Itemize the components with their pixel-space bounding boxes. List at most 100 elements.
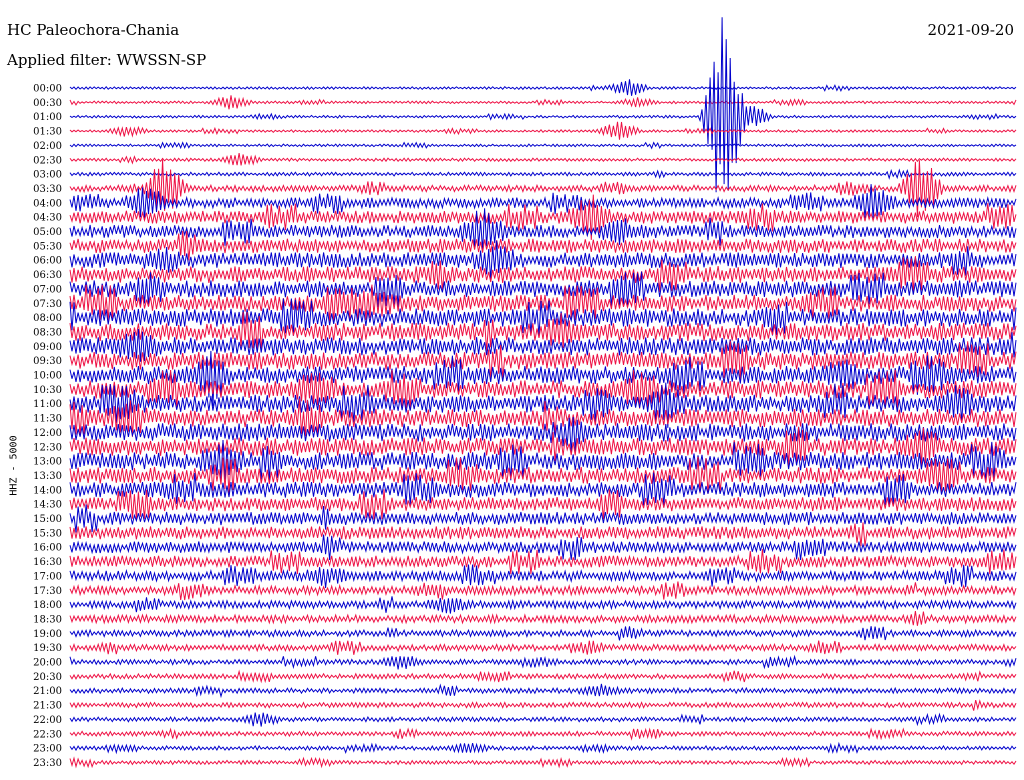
- row-time-label: 05:00: [33, 227, 62, 238]
- trace-row: [69, 369, 1017, 410]
- station-title: HC Paleochora-Chania: [7, 21, 180, 39]
- trace-row: [69, 564, 1017, 589]
- row-time-label: 01:30: [33, 127, 62, 138]
- trace-row: [69, 640, 1017, 655]
- row-time-label: 14:30: [33, 500, 62, 511]
- trace-row: [69, 522, 1017, 547]
- row-time-label: 16:00: [33, 543, 62, 554]
- row-time-label: 21:30: [33, 701, 62, 712]
- trace-row: [69, 311, 1017, 352]
- trace-row: [69, 184, 1017, 221]
- trace-row: [69, 284, 1017, 323]
- trace-row: [69, 168, 1017, 180]
- row-time-label: 17:00: [33, 571, 62, 582]
- row-time-label: 04:00: [33, 198, 62, 209]
- trace-row: [69, 426, 1017, 466]
- trace-row: [69, 208, 1017, 252]
- row-time-label: 12:00: [33, 428, 62, 439]
- date-label: 2021-09-20: [927, 21, 1014, 39]
- row-time-label: 08:00: [33, 313, 62, 324]
- trace-row: [69, 416, 1017, 454]
- trace-row: [69, 230, 1017, 261]
- trace-row: [69, 534, 1017, 561]
- trace-row: [69, 350, 1017, 407]
- trace-row: [69, 581, 1017, 601]
- row-time-label: 15:30: [33, 528, 62, 539]
- row-time-label: 22:30: [33, 729, 62, 740]
- trace-row: [69, 712, 1017, 727]
- row-time-label: 02:30: [33, 155, 62, 166]
- row-time-label: 13:00: [33, 457, 62, 468]
- trace-row: [69, 456, 1017, 495]
- trace-row: [69, 398, 1017, 437]
- row-time-label: 01:00: [33, 112, 62, 123]
- row-time-label: 09:30: [33, 356, 62, 367]
- trace-row: [69, 153, 1017, 166]
- row-time-label: 18:30: [33, 614, 62, 625]
- trace-row: [69, 699, 1017, 711]
- row-time-label: 05:30: [33, 241, 62, 252]
- trace-row: [69, 549, 1017, 575]
- trace-row: [69, 240, 1017, 280]
- row-time-label: 17:30: [33, 586, 62, 597]
- trace-row: [69, 669, 1017, 684]
- row-time-label: 13:30: [33, 471, 62, 482]
- row-time-label: 21:00: [33, 686, 62, 697]
- row-time-label: 16:30: [33, 557, 62, 568]
- trace-row: [69, 439, 1017, 482]
- trace-row: [69, 654, 1017, 670]
- trace-row: [69, 121, 1017, 140]
- row-time-label: 15:00: [33, 514, 62, 525]
- row-time-label: 11:00: [33, 399, 62, 410]
- row-time-label: 03:30: [33, 184, 62, 195]
- trace-row: [69, 141, 1017, 150]
- row-time-label: 11:30: [33, 414, 62, 425]
- row-time-label: 18:00: [33, 600, 62, 611]
- trace-row: [69, 17, 1017, 193]
- row-time-label: 06:00: [33, 256, 62, 267]
- row-time-label: 22:00: [33, 715, 62, 726]
- row-time-label: 20:00: [33, 658, 62, 669]
- trace-row: [69, 328, 1017, 362]
- trace-row: [69, 596, 1017, 614]
- trace-row: [69, 382, 1017, 428]
- trace-row: [69, 298, 1017, 337]
- trace-row: [69, 95, 1017, 110]
- row-time-label: 20:30: [33, 672, 62, 683]
- row-time-label: 06:30: [33, 270, 62, 281]
- row-time-label: 19:00: [33, 629, 62, 640]
- row-time-label: 00:30: [33, 98, 62, 109]
- trace-row: [69, 727, 1017, 741]
- row-time-label: 09:00: [33, 342, 62, 353]
- trace-row: [69, 159, 1017, 218]
- trace-row: [69, 271, 1017, 308]
- row-time-label: 10:30: [33, 385, 62, 396]
- row-time-label: 03:00: [33, 170, 62, 181]
- trace-row: [69, 741, 1017, 755]
- trace-row: [69, 256, 1017, 293]
- row-time-label: 07:00: [33, 284, 62, 295]
- trace-row: [69, 504, 1017, 533]
- row-time-label: 02:00: [33, 141, 62, 152]
- trace-row: [69, 611, 1017, 626]
- trace-row: [69, 683, 1017, 699]
- trace-row: [69, 194, 1017, 240]
- row-time-label: 07:30: [33, 299, 62, 310]
- row-time-label: 23:30: [33, 758, 62, 769]
- row-time-label: 14:00: [33, 485, 62, 496]
- trace-row: [69, 756, 1017, 769]
- row-time-label: 19:30: [33, 643, 62, 654]
- trace-row: [69, 489, 1017, 520]
- trace-row: [69, 79, 1017, 96]
- row-time-label: 04:30: [33, 213, 62, 224]
- row-time-label: 23:00: [33, 744, 62, 755]
- row-time-label: 10:00: [33, 371, 62, 382]
- trace-row: [69, 472, 1017, 507]
- row-time-label: 00:00: [33, 84, 62, 95]
- filter-label: Applied filter: WWSSN-SP: [7, 51, 207, 69]
- trace-row: [69, 340, 1017, 380]
- row-time-label: 12:30: [33, 442, 62, 453]
- trace-row: [69, 626, 1017, 641]
- row-time-label: 08:30: [33, 327, 62, 338]
